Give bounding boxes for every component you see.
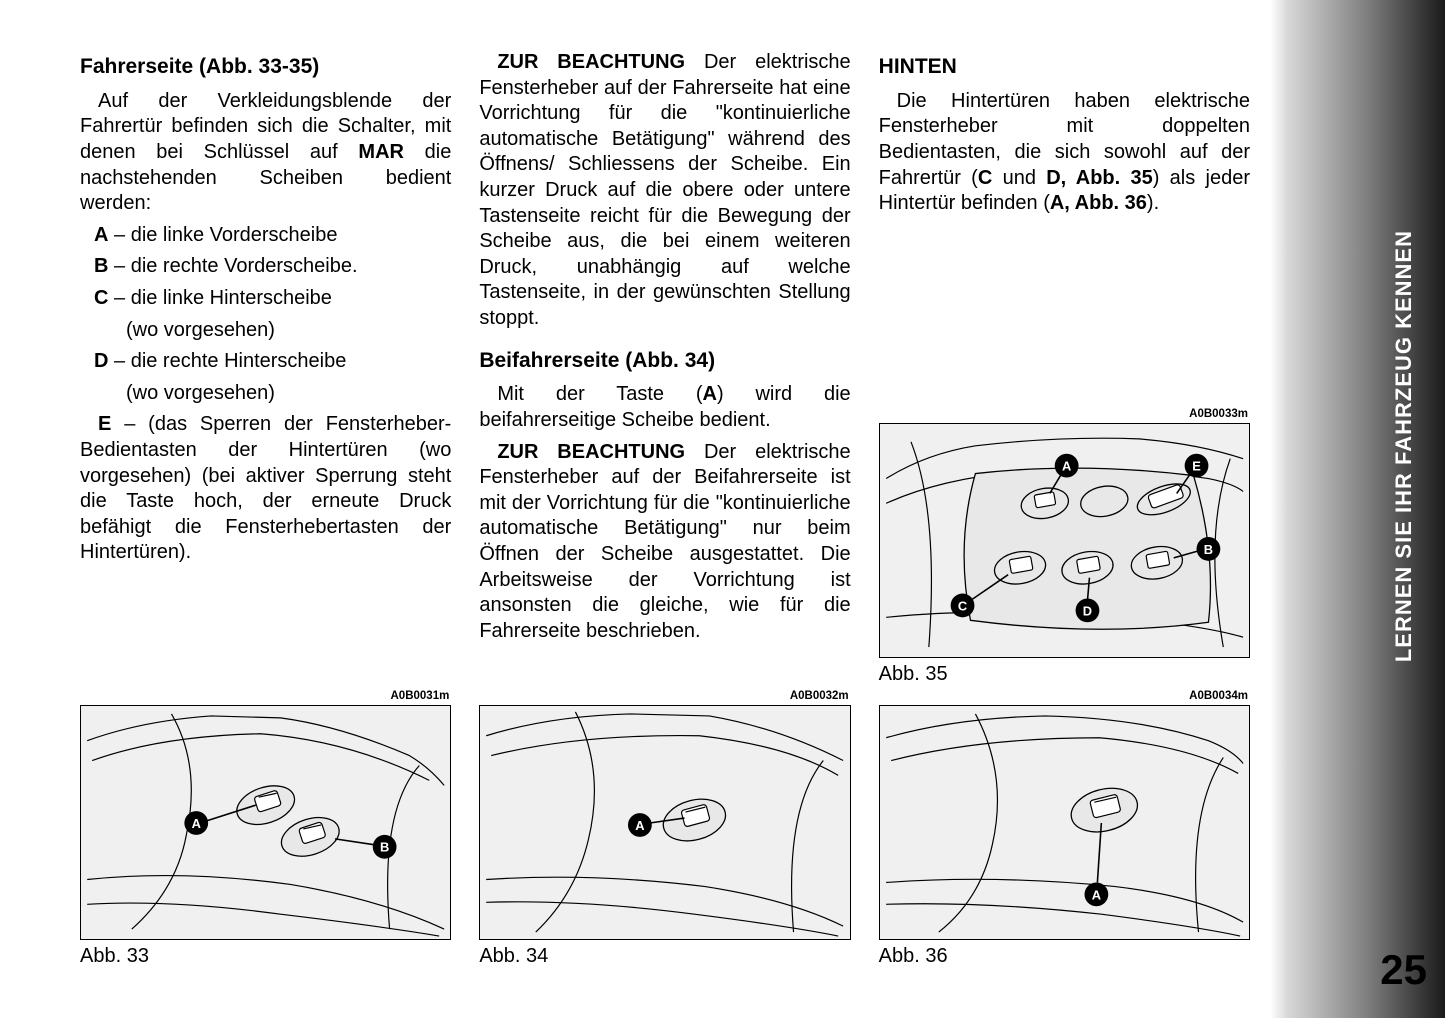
page-content: Fahrerseite (Abb. 33-35) Auf der Verklei… [80,50,1250,970]
figure-35: A E B C D [879,423,1250,658]
svg-text:A: A [1062,458,1071,473]
list-item-c: C – die linke Hinterscheibe [80,286,451,312]
svg-text:E: E [1192,458,1201,473]
svg-text:B: B [1203,542,1212,557]
figure-35-svg: A E B C D [880,424,1249,657]
figure-35-code: A0B0033m [1189,407,1248,422]
figure-36-caption: Abb. 36 [879,944,1250,970]
list-item-e: E – (das Sperren der Fensterheber-Bedien… [80,412,451,566]
svg-text:C: C [958,598,967,613]
para-passenger: Mit der Taste (A) wird die beifahrerseit… [479,382,850,433]
svg-text:A: A [1091,888,1100,903]
figure-34-caption: Abb. 34 [479,944,850,970]
figure-33: A B [80,705,451,940]
para-intro: Auf der Verkleidungsblende der Fahrertür… [80,89,451,217]
figure-34: A [479,705,850,940]
para-rear: Die Hintertüren haben elektrische Fenste… [879,89,1250,217]
heading-passenger-side: Beifahrerseite (Abb. 34) [479,348,850,375]
column-2: ZUR BEACHTUNG Der elektrische Fensterheb… [479,50,850,970]
figure-35-wrap: A0B0033m [879,423,1250,688]
figure-34-wrap: A0B0032m A Abb. 34 [479,705,850,970]
heading-driver-side: Fahrerseite (Abb. 33-35) [80,54,451,81]
figure-33-wrap: A0B0031m A [80,705,451,970]
figure-34-code: A0B0032m [790,689,849,704]
figure-35-caption: Abb. 35 [879,662,1250,688]
list-item-a: A – die linke Vorderscheibe [80,223,451,249]
list-item-c-sub: (wo vorgesehen) [80,318,451,344]
figure-36-wrap: A0B0034m A Abb. 36 [879,705,1250,970]
figure-36: A [879,705,1250,940]
page-number: 25 [1380,946,1427,994]
side-tab: LERNEN SIE IHR FAHRZEUG KENNEN [1270,0,1445,1018]
figure-33-caption: Abb. 33 [80,944,451,970]
figure-36-code: A0B0034m [1189,689,1248,704]
para-notice-1: ZUR BEACHTUNG Der elektrische Fensterheb… [479,50,850,332]
column-3: HINTEN Die Hintertüren haben elektrische… [879,50,1250,970]
list-item-b: B – die rechte Vorderscheibe. [80,254,451,280]
heading-rear: HINTEN [879,54,1250,81]
list-item-d: D – die rechte Hinterscheibe [80,349,451,375]
figure-36-svg: A [880,706,1249,939]
para-notice-2: ZUR BEACHTUNG Der elektrische Fensterheb… [479,440,850,645]
column-1: Fahrerseite (Abb. 33-35) Auf der Verklei… [80,50,451,970]
svg-text:B: B [380,840,389,855]
figure-33-svg: A B [81,706,450,939]
side-tab-label: LERNEN SIE IHR FAHRZEUG KENNEN [1391,230,1417,662]
svg-text:A: A [636,818,645,833]
figure-33-code: A0B0031m [391,689,450,704]
figure-34-svg: A [480,706,849,939]
svg-text:D: D [1082,603,1091,618]
svg-text:A: A [192,816,201,831]
list-item-d-sub: (wo vorgesehen) [80,381,451,407]
